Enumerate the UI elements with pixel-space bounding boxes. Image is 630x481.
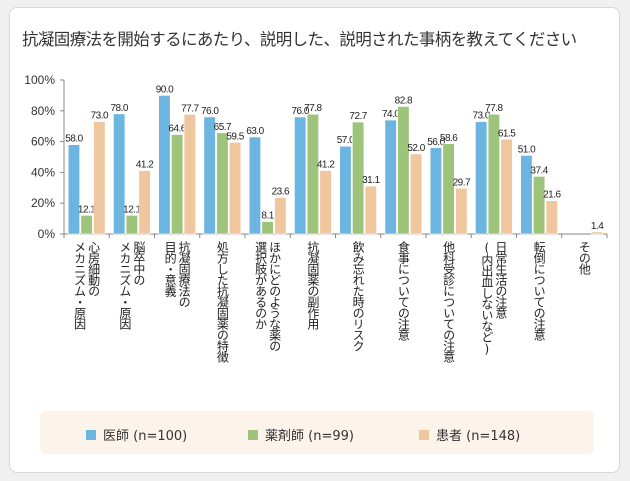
bar: [138, 170, 151, 235]
x-tick-label: ほかにどのような薬の 選択肢があるのか: [253, 241, 282, 351]
data-label: 63.0: [246, 126, 264, 137]
legend-swatch-patient: [419, 429, 429, 440]
bar: [533, 176, 546, 235]
x-tick-label: 心房細動の メカニズム・原因: [72, 241, 101, 329]
bar: [591, 231, 604, 235]
x-tick-label: その他: [577, 241, 592, 274]
data-label: 41.2: [136, 160, 154, 171]
data-label: 1.4: [591, 221, 604, 232]
bar: [294, 116, 307, 235]
bar: [125, 215, 138, 235]
data-label: 51.0: [518, 144, 536, 155]
bar: [319, 170, 332, 235]
data-label: 64.6: [168, 124, 186, 135]
data-label: 29.7: [453, 177, 471, 188]
data-label: 65.7: [214, 122, 232, 133]
x-tick-label: 転倒についての注意: [532, 241, 547, 340]
bar: [487, 113, 500, 235]
data-label: 31.1: [362, 175, 380, 186]
bar: [248, 136, 261, 235]
data-label: 82.8: [395, 95, 413, 106]
data-label: 90.0: [156, 84, 174, 95]
y-tick-label: 40%: [31, 165, 55, 179]
bar: [261, 221, 274, 235]
bar: [158, 95, 171, 235]
x-tick-label: 日常生活の注意 (内出血しないなど): [479, 241, 508, 355]
bar: [410, 153, 423, 235]
bar: [500, 138, 513, 235]
bar: [455, 187, 468, 235]
data-label: 56.0: [427, 137, 445, 148]
bar: [364, 185, 377, 235]
legend: 医師 (n=100) 薬剤師 (n=99) 患者 (n=148): [40, 411, 594, 454]
x-tick-label: 飲み忘れた時のリスク: [351, 241, 366, 351]
x-tick-label: 脳卒中の メカニズム・原因: [117, 241, 146, 329]
bar: [113, 113, 126, 235]
data-label: 21.6: [543, 190, 561, 201]
x-tick-label: 他科受診についての注意: [441, 241, 456, 362]
bar: [397, 106, 410, 235]
bar: [183, 114, 196, 235]
y-tick-label: 100%: [24, 73, 55, 87]
y-tick-label: 0%: [38, 227, 56, 241]
bar: [80, 215, 93, 235]
bar: [203, 116, 216, 235]
y-tick-label: 80%: [31, 104, 55, 118]
bar: [216, 132, 229, 235]
data-label: 72.7: [349, 111, 367, 122]
data-label: 12.1: [78, 204, 96, 215]
bar: [429, 147, 442, 235]
legend-label: 薬剤師 (n=99): [265, 429, 354, 444]
data-label: 58.6: [440, 133, 458, 144]
data-label: 61.5: [498, 128, 516, 139]
bar: [171, 134, 184, 235]
bar: [384, 119, 397, 235]
data-label: 57.0: [337, 135, 355, 146]
data-label: 73.0: [91, 111, 109, 122]
data-label: 52.0: [407, 143, 425, 154]
data-label: 77.8: [304, 103, 322, 114]
x-tick-label: 食事についての注意: [396, 241, 411, 340]
bar: [352, 121, 365, 235]
data-label: 73.0: [472, 111, 490, 122]
bar: [229, 142, 242, 235]
legend-swatch-doctor: [86, 429, 96, 440]
chart-card: [9, 7, 620, 473]
data-label: 23.6: [272, 187, 290, 198]
data-label: 37.4: [530, 165, 548, 176]
data-label: 77.7: [181, 103, 199, 114]
data-label: 77.8: [485, 103, 503, 114]
data-label: 41.2: [317, 160, 335, 171]
bar: [442, 143, 455, 235]
legend-label: 医師 (n=100): [103, 429, 188, 444]
bar: [545, 200, 558, 235]
data-label: 78.0: [110, 103, 128, 114]
legend-swatch-pharmacist: [248, 429, 258, 440]
bar: [93, 121, 106, 235]
data-label: 58.0: [65, 134, 83, 145]
chart-title: 抗凝固療法を開始するにあたり、説明した、説明された事柄を教えてください: [22, 30, 577, 49]
data-label: 76.0: [291, 106, 309, 117]
y-tick-label: 60%: [31, 135, 55, 149]
legend-item-patient: 患者 (n=148): [419, 425, 520, 444]
bar: [274, 197, 287, 235]
bar: [339, 145, 352, 235]
bar: [67, 144, 80, 235]
legend-label: 患者 (n=148): [436, 429, 521, 444]
bar: [520, 155, 533, 235]
data-label: 74.0: [382, 109, 400, 120]
data-label: 59.5: [226, 131, 244, 142]
x-tick-label: 抗凝固薬の副作用: [305, 241, 320, 329]
data-label: 8.1: [261, 211, 274, 222]
data-label: 12.1: [123, 204, 141, 215]
legend-item-pharmacist: 薬剤師 (n=99): [248, 425, 354, 444]
x-tick-label: 抗凝固療法の 目的・意義: [163, 241, 192, 307]
bar: [306, 113, 319, 235]
data-label: 76.0: [201, 106, 219, 117]
bar: [475, 121, 488, 235]
x-tick-label: 処方した抗凝固薬の特徴: [215, 241, 230, 362]
legend-item-doctor: 医師 (n=100): [86, 425, 187, 444]
y-tick-label: 20%: [31, 196, 55, 210]
